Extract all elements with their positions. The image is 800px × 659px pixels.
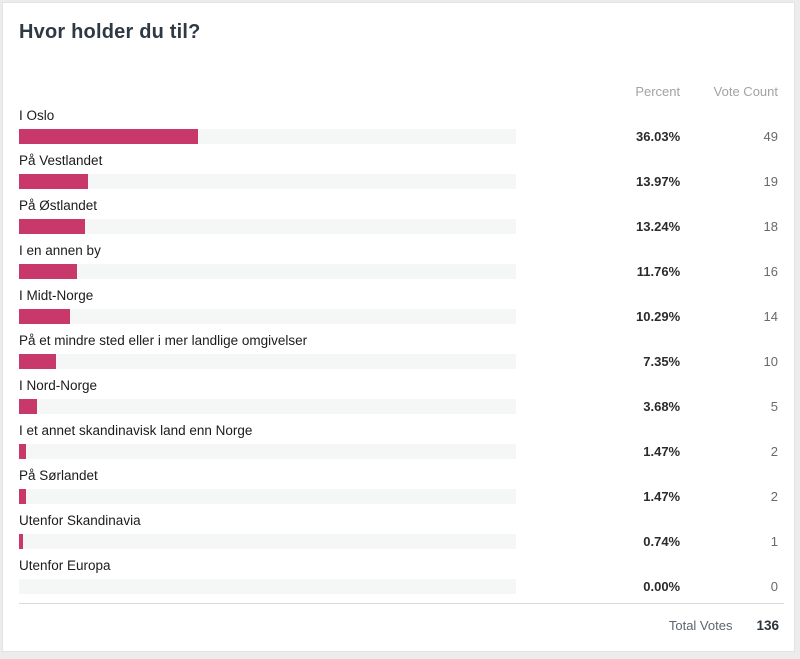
poll-option-row: På Vestlandet 13.97% 19 (19, 153, 778, 189)
bar-fill (19, 219, 85, 234)
option-label: I Midt-Norge (19, 288, 94, 303)
percent-value: 36.03% (636, 129, 681, 144)
bar-track (19, 354, 517, 369)
poll-option-row: I Nord-Norge 3.68% 5 (19, 378, 778, 414)
poll-option-row: I Oslo 36.03% 49 (19, 108, 778, 144)
option-label: Utenfor Skandinavia (19, 513, 141, 528)
total-votes-value: 136 (756, 618, 779, 633)
poll-rows: I Oslo 36.03% 49 På Vestlandet 13.97% 19… (19, 108, 778, 594)
vote-count-value: 2 (770, 489, 778, 504)
option-label: På Sørlandet (19, 468, 98, 483)
poll-option-row: På et mindre sted eller i mer landlige o… (19, 333, 778, 369)
bar-track (19, 219, 517, 234)
poll-option: Utenfor Europa (19, 558, 517, 594)
vote-count-value: 0 (770, 579, 778, 594)
poll-option: På Østlandet (19, 198, 517, 234)
bar-track (19, 534, 517, 549)
bar-track (19, 444, 517, 459)
vote-count-value: 10 (763, 354, 778, 369)
percent-value: 1.47% (643, 489, 681, 504)
bar-fill (19, 309, 71, 324)
poll-option: På Sørlandet (19, 468, 517, 504)
option-label: På Vestlandet (19, 153, 103, 168)
bar-fill (19, 354, 56, 369)
percent-value: 0.00% (643, 579, 681, 594)
bar-track (19, 309, 517, 324)
bar-fill (19, 534, 23, 549)
percent-value: 13.24% (636, 219, 681, 234)
columns-header: Percent Vote Count (19, 84, 778, 100)
option-label: I en annen by (19, 243, 101, 258)
poll-option-row: På Østlandet 13.24% 18 (19, 198, 778, 234)
vote-count-value: 14 (763, 309, 778, 324)
poll-option: I Oslo (19, 108, 517, 144)
vote-count-value: 1 (770, 534, 778, 549)
poll-option-row: I en annen by 11.76% 16 (19, 243, 778, 279)
poll-option: I Nord-Norge (19, 378, 517, 414)
option-label: Utenfor Europa (19, 558, 111, 573)
option-label: I et annet skandinavisk land enn Norge (19, 423, 253, 438)
bar-fill (19, 129, 199, 144)
poll-title: Hvor holder du til? (19, 21, 201, 43)
poll-option: I et annet skandinavisk land enn Norge (19, 423, 517, 459)
bar-track (19, 579, 517, 594)
bar-track (19, 399, 517, 414)
poll-option: Utenfor Skandinavia (19, 513, 517, 549)
poll-option-row: Utenfor Europa 0.00% 0 (19, 558, 778, 594)
bar-fill (19, 399, 38, 414)
percent-value: 3.68% (643, 399, 681, 414)
bar-fill (19, 264, 78, 279)
poll-option-row: På Sørlandet 1.47% 2 (19, 468, 778, 504)
bar-fill (19, 174, 89, 189)
option-label: I Oslo (19, 108, 55, 123)
poll-option-row: I Midt-Norge 10.29% 14 (19, 288, 778, 324)
percent-value: 7.35% (643, 354, 681, 369)
percent-column-header: Percent (635, 84, 681, 99)
bar-track (19, 264, 517, 279)
vote-count-column-header: Vote Count (713, 84, 778, 99)
vote-count-value: 19 (763, 174, 778, 189)
option-label: I Nord-Norge (19, 378, 98, 393)
percent-value: 0.74% (643, 534, 681, 549)
option-label: På Østlandet (19, 198, 98, 213)
vote-count-value: 18 (763, 219, 778, 234)
bar-track (19, 174, 517, 189)
vote-count-value: 16 (763, 264, 778, 279)
percent-value: 13.97% (636, 174, 681, 189)
percent-value: 10.29% (636, 309, 681, 324)
percent-value: 1.47% (643, 444, 681, 459)
poll-option: I en annen by (19, 243, 517, 279)
option-label: På et mindre sted eller i mer landlige o… (19, 333, 308, 348)
poll-option: På et mindre sted eller i mer landlige o… (19, 333, 517, 369)
bar-fill (19, 444, 27, 459)
vote-count-value: 2 (770, 444, 778, 459)
bar-track (19, 489, 517, 504)
percent-value: 11.76% (636, 264, 681, 279)
poll-results-card: Hvor holder du til? Percent Vote Count I… (2, 2, 795, 652)
total-votes-label: Total Votes (668, 618, 733, 633)
vote-count-value: 5 (770, 399, 778, 414)
poll-option: På Vestlandet (19, 153, 517, 189)
bar-fill (19, 489, 27, 504)
poll-option-row: I et annet skandinavisk land enn Norge 1… (19, 423, 778, 459)
vote-count-value: 49 (763, 129, 778, 144)
bar-track (19, 129, 517, 144)
poll-option-row: Utenfor Skandinavia 0.74% 1 (19, 513, 778, 549)
total-divider (19, 603, 784, 604)
total-votes-row: Total Votes 136 (19, 618, 779, 633)
poll-option: I Midt-Norge (19, 288, 517, 324)
